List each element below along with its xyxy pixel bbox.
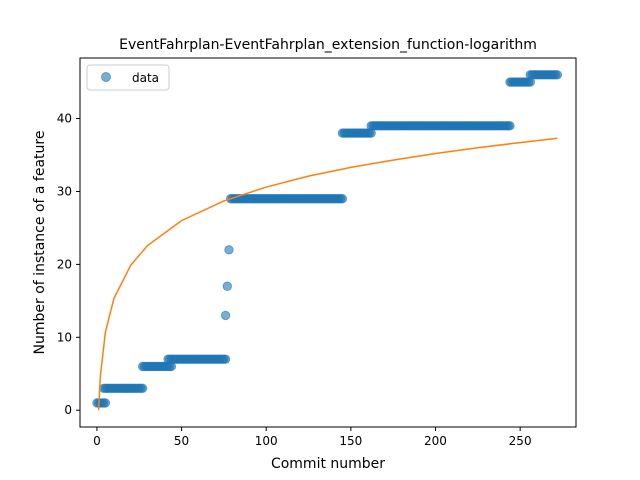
fit-curve	[97, 137, 558, 411]
data-point	[137, 383, 148, 394]
data-point	[222, 281, 232, 291]
x-tick-label: 50	[174, 434, 189, 448]
x-tick-label: 200	[424, 434, 447, 448]
y-tick-label: 20	[57, 257, 72, 271]
y-tick-label: 10	[57, 330, 72, 344]
data-point	[224, 245, 234, 255]
data-point	[220, 354, 231, 364]
legend-label-data: data	[132, 71, 159, 85]
data-point	[552, 70, 563, 80]
y-axis-label: Number of instance of a feature	[32, 131, 48, 355]
data-point	[337, 194, 348, 204]
x-tick-label: 0	[93, 434, 101, 448]
y-tick-label: 30	[57, 184, 72, 198]
x-axis-label: Commit number	[271, 456, 385, 472]
x-tick-label: 250	[509, 434, 532, 448]
chart-title: EventFahrplan-EventFahrplan_extension_fu…	[119, 37, 537, 53]
legend-marker-data	[101, 72, 111, 82]
x-tick-label: 100	[255, 434, 278, 448]
legend: data	[86, 64, 170, 91]
data-point	[505, 121, 515, 131]
y-tick-label: 40	[57, 112, 72, 126]
axes-frame	[79, 57, 577, 428]
y-tick-label: 0	[64, 403, 72, 417]
data-point	[100, 398, 111, 408]
data-point	[220, 310, 231, 321]
legend-box	[86, 64, 170, 91]
x-tick-label: 150	[339, 434, 362, 448]
